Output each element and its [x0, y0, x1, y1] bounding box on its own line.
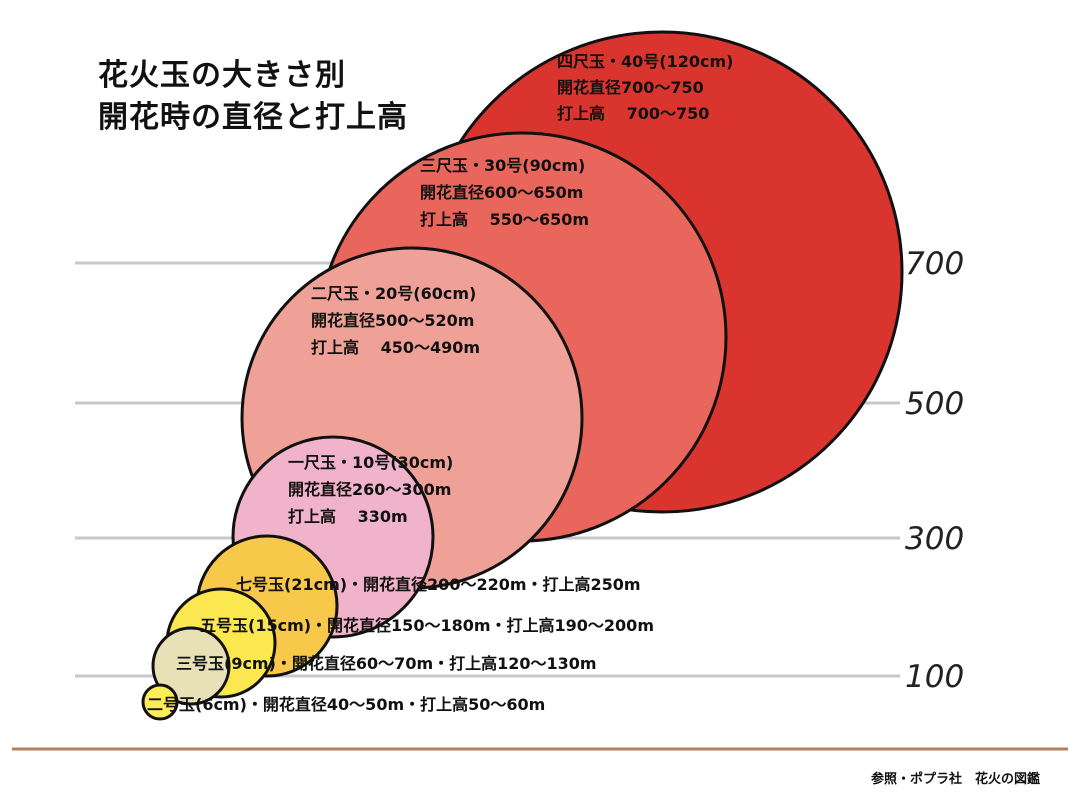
shell-label-5-line-1: 七号玉(21cm)・開花直径200〜220m・打上高250m: [236, 575, 641, 594]
y-tick-label: 100: [905, 659, 964, 695]
y-tick-label: 700: [905, 246, 964, 282]
y-tick-label: 300: [905, 521, 964, 557]
chart-title-line-2: 開花時の直径と打上高: [98, 100, 408, 135]
shell-labels: 四尺玉・40号(120cm) 開花直径700〜750 打上高 700〜750 三尺玉・…: [147, 52, 733, 714]
y-tick-label: 500: [905, 386, 964, 422]
shell-label-4-line-3: 打上高 330m: [288, 507, 408, 526]
chart-title-line-1: 花火玉の大きさ別: [98, 58, 346, 93]
shell-label-3-line-1: 二尺玉・20号(60cm): [311, 284, 476, 303]
shell-bubble-7: [151, 626, 231, 706]
shell-label-2-line-2: 開花直径600〜650m: [420, 183, 583, 202]
shell-label-3-line-3: 打上高 450〜490m: [311, 338, 480, 357]
shell-label-2-line-1: 三尺玉・30号(90cm): [420, 156, 585, 175]
shell-bubbles: [141, 30, 904, 721]
shell-label-3-line-2: 開花直径500〜520m: [311, 311, 474, 330]
shell-label-8-line-1: 二号玉(6cm)・開花直径40〜50m・打上高50〜60m: [147, 695, 545, 714]
shell-label-1-line-2: 開花直径700〜750: [557, 78, 704, 97]
y-tick-labels: 700 500 300 100: [905, 246, 964, 695]
source-credit: 参照・ポプラ社 花火の図鑑: [870, 772, 1040, 787]
shell-label-6-line-1: 五号玉(15cm)・開花直径150〜180m・打上高190〜200m: [200, 616, 654, 635]
shell-label-4-line-1: 一尺玉・10号(30cm): [288, 453, 453, 472]
shell-label-1-line-3: 打上高 700〜750: [557, 104, 709, 123]
shell-bubble-8: [141, 683, 179, 721]
shell-label-2-line-3: 打上高 550〜650m: [420, 210, 589, 229]
shell-label-1-line-1: 四尺玉・40号(120cm): [557, 52, 733, 71]
shell-label-7-line-1: 三号玉(9cm)・開花直径60〜70m・打上高120〜130m: [176, 654, 597, 673]
shell-label-4-line-2: 開花直径260〜300m: [288, 480, 451, 499]
